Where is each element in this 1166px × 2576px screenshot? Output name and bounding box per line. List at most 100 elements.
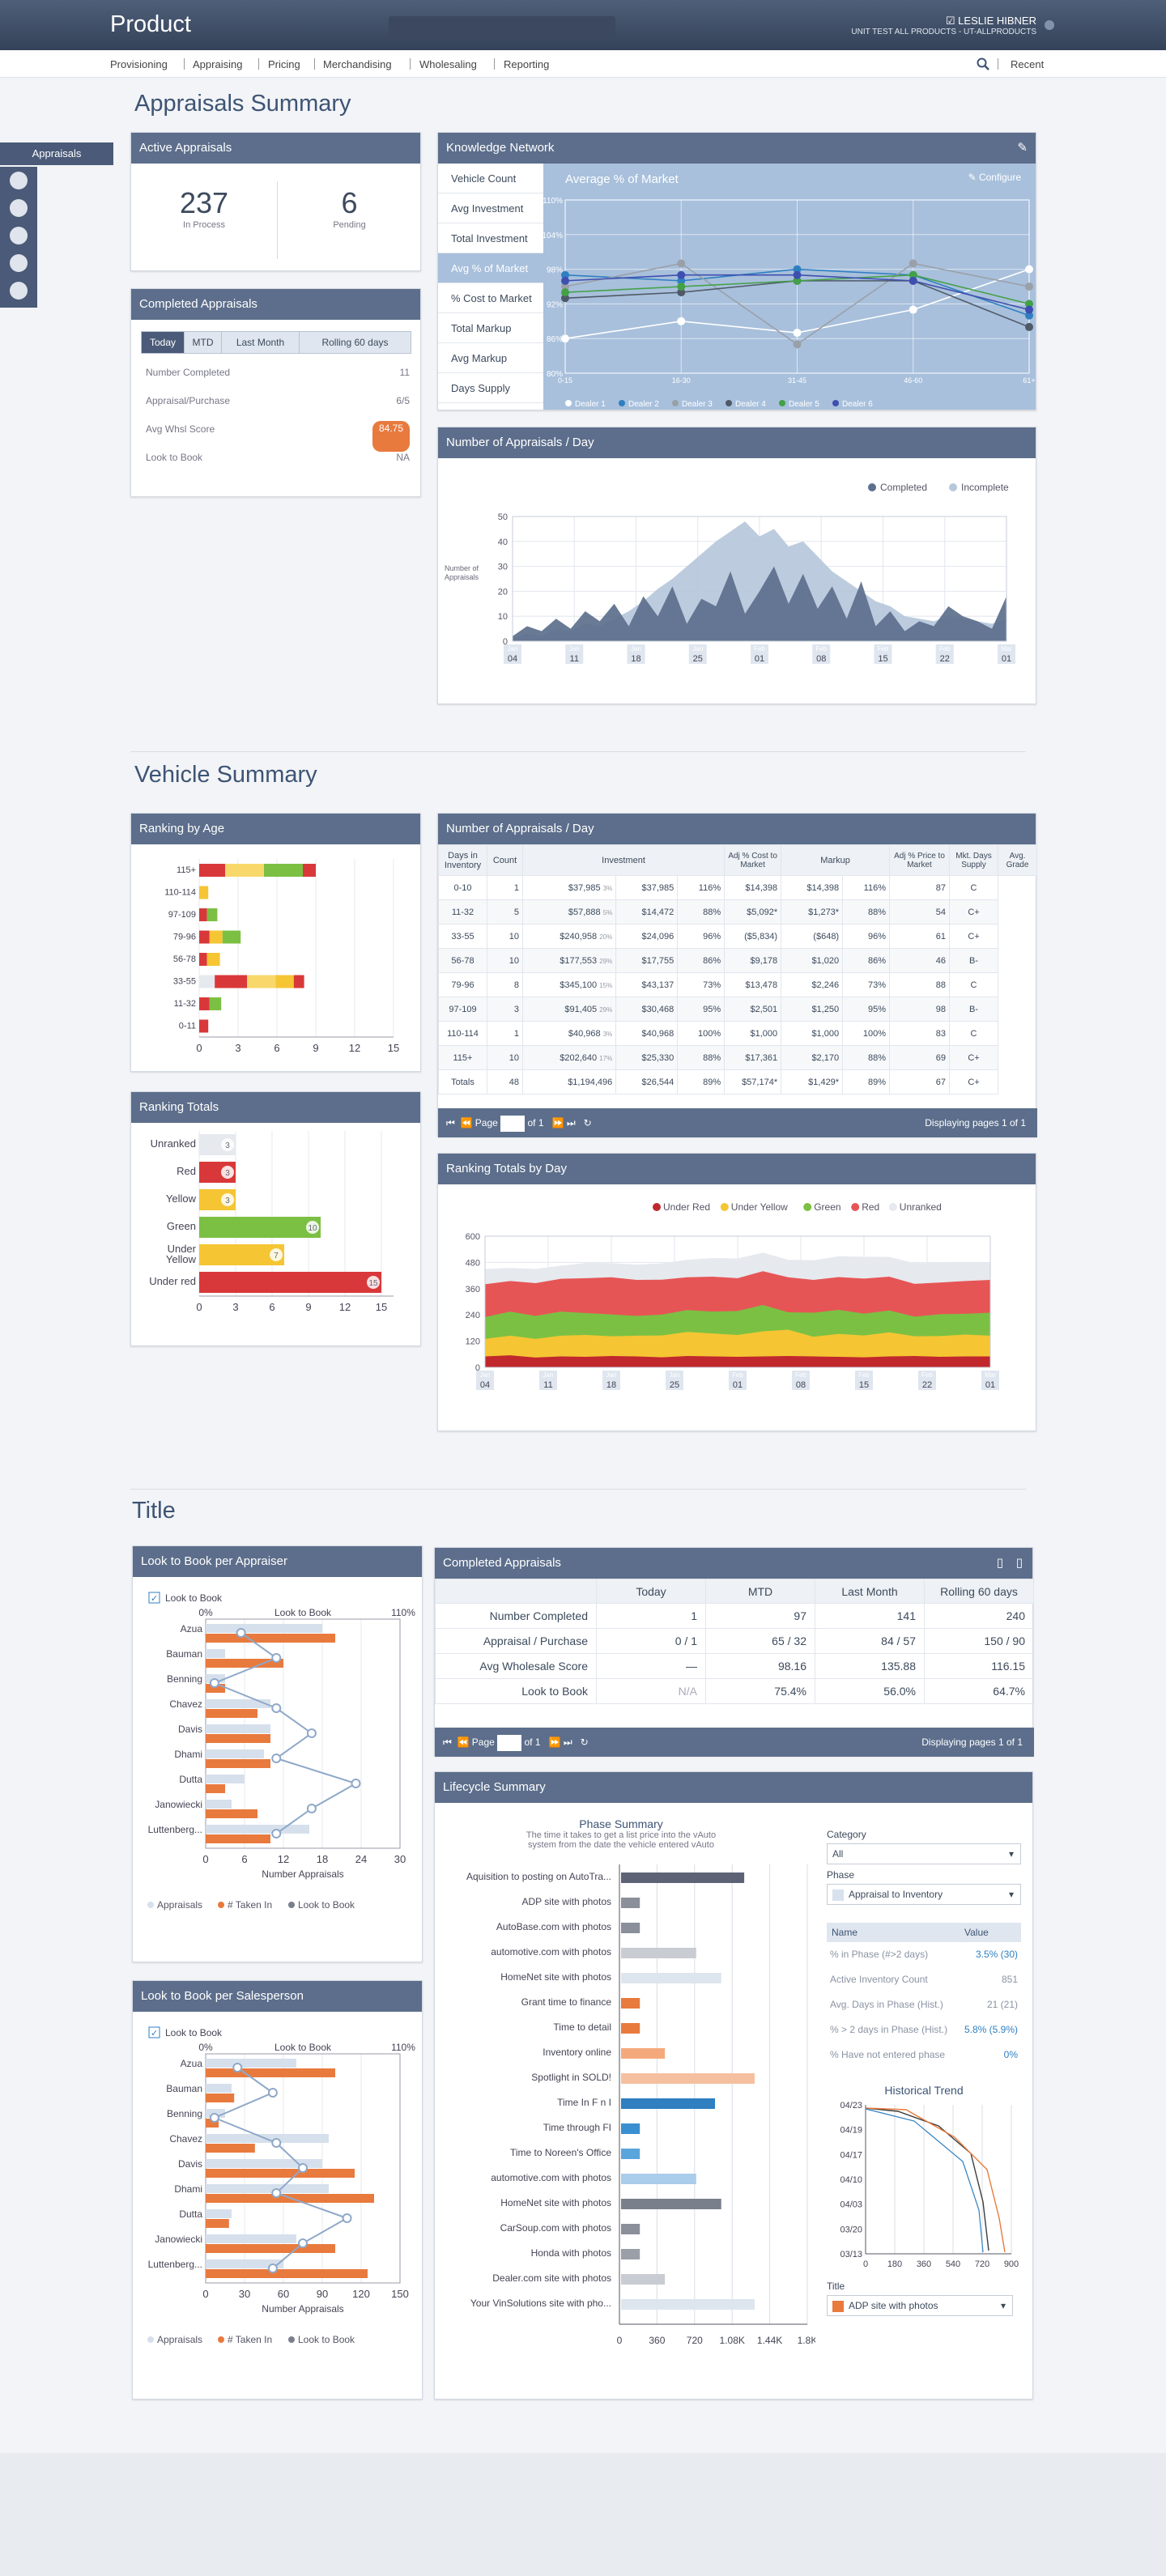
taken-in-bar bbox=[206, 2244, 335, 2253]
phase-bar bbox=[621, 2224, 640, 2234]
table-row[interactable]: Look to Book N/A 75.4% 56.0% 64.7% bbox=[435, 1678, 1034, 1704]
last-page-icon[interactable]: ⏭ bbox=[563, 1736, 572, 1748]
y-tick: Dutta bbox=[179, 1774, 202, 1785]
nav-provisioning[interactable]: Provisioning bbox=[110, 58, 168, 70]
table-row[interactable]: 115+ 10 $202,640 17% $25,330 88% $17,361 $2,17… bbox=[438, 1045, 1037, 1070]
user-menu[interactable]: ☑ LESLIE HIBNER UNIT TEST ALL PRODUCTS -… bbox=[851, 15, 1036, 36]
table-row[interactable]: Avg Wholesale Score —98.16 135.88 116.15 bbox=[435, 1653, 1034, 1679]
taken-in-bar bbox=[206, 2269, 368, 2278]
edit-icon[interactable]: ✎ bbox=[1017, 141, 1028, 155]
nav-wholesaling[interactable]: Wholesaling bbox=[419, 58, 477, 70]
y-tick: 33-55 bbox=[173, 977, 196, 987]
phase-select[interactable]: Appraisal to Inventory ▾ bbox=[827, 1884, 1021, 1905]
kn-menu-item[interactable]: Days Supply bbox=[438, 373, 543, 403]
kn-menu-item[interactable]: Total Markup bbox=[438, 313, 543, 343]
nav-appraising[interactable]: Appraising bbox=[193, 58, 243, 70]
bar-value: 7 bbox=[274, 1252, 279, 1260]
rail-icon[interactable] bbox=[10, 172, 28, 189]
y-tick: Time to Noreen's Office bbox=[510, 2147, 611, 2158]
category-select[interactable]: All ▾ bbox=[827, 1843, 1021, 1864]
bar-segment bbox=[209, 930, 223, 944]
table-row[interactable]: 56-78 10 $177,553 29% $17,755 86% $9,178 $1,02… bbox=[438, 948, 1037, 973]
next-page-icon[interactable]: ⏩ bbox=[548, 1736, 561, 1748]
table-row[interactable]: 11-32 5 $57,888 5% $14,472 88% $5,092* $1,273*… bbox=[438, 899, 1037, 925]
search-icon[interactable] bbox=[977, 57, 989, 70]
last-page-icon[interactable]: ⏭ bbox=[566, 1117, 576, 1129]
tab-last-month[interactable]: Last Month bbox=[221, 332, 299, 353]
global-search[interactable] bbox=[389, 16, 615, 37]
bar-segment bbox=[199, 930, 210, 944]
rail-icon[interactable] bbox=[10, 199, 28, 217]
first-page-icon[interactable]: ⏮ bbox=[443, 1736, 452, 1748]
bar bbox=[199, 1272, 381, 1293]
x-tick-month: Jan bbox=[670, 1371, 680, 1379]
in-process-count[interactable]: 237 bbox=[179, 186, 229, 219]
pdf-icon[interactable]: ▯ bbox=[996, 1556, 1003, 1570]
table-row[interactable]: 110-114 1 $40,968 3% $40,968 100% $1,000 $1,00… bbox=[438, 1021, 1037, 1046]
historical-trend-chart: 04/23 04/19 04/17 04/10 04/03 03/20 03/130 180 3… bbox=[840, 2101, 1019, 2269]
y-tick: Davis bbox=[178, 1724, 202, 1735]
page-input[interactable] bbox=[500, 1115, 526, 1132]
nav-recent[interactable]: Recent bbox=[1011, 58, 1045, 70]
table-row[interactable]: Totals 48 $1,194,496 $26,544 89% $57,174* $1,… bbox=[438, 1069, 1037, 1095]
rail-icon[interactable] bbox=[10, 254, 28, 272]
rail-icon[interactable] bbox=[10, 282, 28, 300]
configure-button[interactable]: ✎ Configure bbox=[968, 172, 1021, 183]
y-tick: Spotlight in SOLD! bbox=[531, 2072, 611, 2083]
nav-pricing[interactable]: Pricing bbox=[268, 58, 300, 70]
y-tick: Time to detail bbox=[553, 2021, 611, 2033]
pending-count[interactable]: 6 bbox=[341, 186, 358, 219]
table-row[interactable]: 0-10 1 $37,985 3% $37,985 116% $14,398 $14,398… bbox=[438, 875, 1037, 900]
checkbox-label: Look to Book bbox=[165, 2027, 223, 2038]
ranking-by-age-panel: Ranking by Age 0 3 6 9 12 15 115+ 110-114 97-109… bbox=[130, 813, 421, 1072]
first-page-icon[interactable]: ⏮ bbox=[446, 1117, 455, 1129]
table-row[interactable]: 79-96 8 $345,100 15% $43,137 73% $13,478 $2,24… bbox=[438, 972, 1037, 997]
kn-menu-item[interactable]: Avg Markup bbox=[438, 343, 543, 373]
x-tick-day: 01 bbox=[755, 654, 764, 664]
nav-reporting[interactable]: Reporting bbox=[504, 58, 550, 70]
next-page-icon[interactable]: ⏩ bbox=[551, 1117, 564, 1129]
prev-page-icon[interactable]: ⏪ bbox=[460, 1117, 473, 1129]
refresh-icon[interactable]: ↻ bbox=[583, 1117, 592, 1129]
nav-merchandising[interactable]: Merchandising bbox=[323, 58, 392, 70]
close-icon[interactable] bbox=[1045, 20, 1054, 30]
kn-menu-item[interactable]: Total Investment bbox=[438, 223, 543, 253]
refresh-icon[interactable]: ↻ bbox=[580, 1736, 589, 1748]
y-tick: Luttenberg... bbox=[148, 2259, 202, 2270]
top-axis-max: 110% bbox=[391, 1607, 415, 1618]
sidebar-tab-appraisals[interactable]: Appraisals bbox=[0, 142, 113, 165]
look-to-book-point bbox=[298, 2238, 308, 2248]
kn-menu-item[interactable]: % Cost to Market bbox=[438, 283, 543, 313]
rail-icon[interactable] bbox=[10, 227, 28, 244]
active-appraisals-panel: Active Appraisals 237 In Process 6 Pendi… bbox=[130, 132, 421, 271]
bar-value: 15 bbox=[368, 1279, 378, 1288]
brand-title[interactable]: Product bbox=[110, 11, 191, 37]
prev-page-icon[interactable]: ⏪ bbox=[457, 1736, 470, 1748]
tab-today[interactable]: Today bbox=[142, 332, 184, 353]
look-to-book-point bbox=[267, 2264, 278, 2273]
x-tick: 180 bbox=[887, 2259, 902, 2269]
table-row[interactable]: 33-55 10 $240,958 20% $24,096 96% ($5,834) ($6… bbox=[438, 924, 1037, 949]
table-row[interactable]: Appraisal / Purchase 0 / 1 65 / 32 84 / 57 1… bbox=[435, 1628, 1034, 1654]
x-tick: 6 bbox=[241, 1853, 247, 1865]
appraisals-bar bbox=[206, 1825, 309, 1834]
table-row[interactable]: Number Completed 1 97 141 240 bbox=[435, 1603, 1034, 1629]
title-select[interactable]: ADP site with photos ▾ bbox=[827, 2295, 1013, 2316]
excel-icon[interactable]: ▯ bbox=[1015, 1556, 1023, 1570]
kn-menu-item[interactable]: Vehicle Count bbox=[438, 164, 543, 193]
tab-mtd[interactable]: MTD bbox=[184, 332, 221, 353]
inventory-table: Days in Inventory Count Investment Adj %… bbox=[438, 844, 1037, 1095]
y-tick: AutoBase.com with photos bbox=[496, 1921, 611, 1932]
page-input[interactable] bbox=[497, 1734, 522, 1751]
table-row[interactable]: 97-109 3 $91,405 29% $30,468 95% $2,501 $1,250… bbox=[438, 997, 1037, 1022]
y-tick: 40 bbox=[498, 538, 508, 547]
y-tick: 360 bbox=[466, 1285, 480, 1294]
appraisals-bar bbox=[206, 1724, 270, 1733]
kn-menu-item[interactable]: Avg % of Market bbox=[438, 253, 543, 283]
phase-bar bbox=[621, 2098, 715, 2109]
data-point bbox=[1025, 265, 1033, 274]
chevron-down-icon: ▾ bbox=[1008, 1889, 1014, 1900]
kn-menu-item[interactable]: Avg Investment bbox=[438, 193, 543, 223]
tab-rolling-60[interactable]: Rolling 60 days bbox=[299, 332, 411, 353]
legend-dot bbox=[565, 400, 572, 406]
